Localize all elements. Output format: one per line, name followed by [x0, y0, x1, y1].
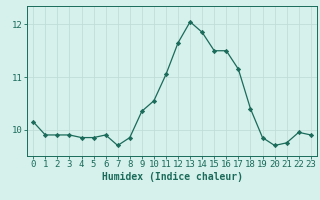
X-axis label: Humidex (Indice chaleur): Humidex (Indice chaleur) — [101, 172, 243, 182]
